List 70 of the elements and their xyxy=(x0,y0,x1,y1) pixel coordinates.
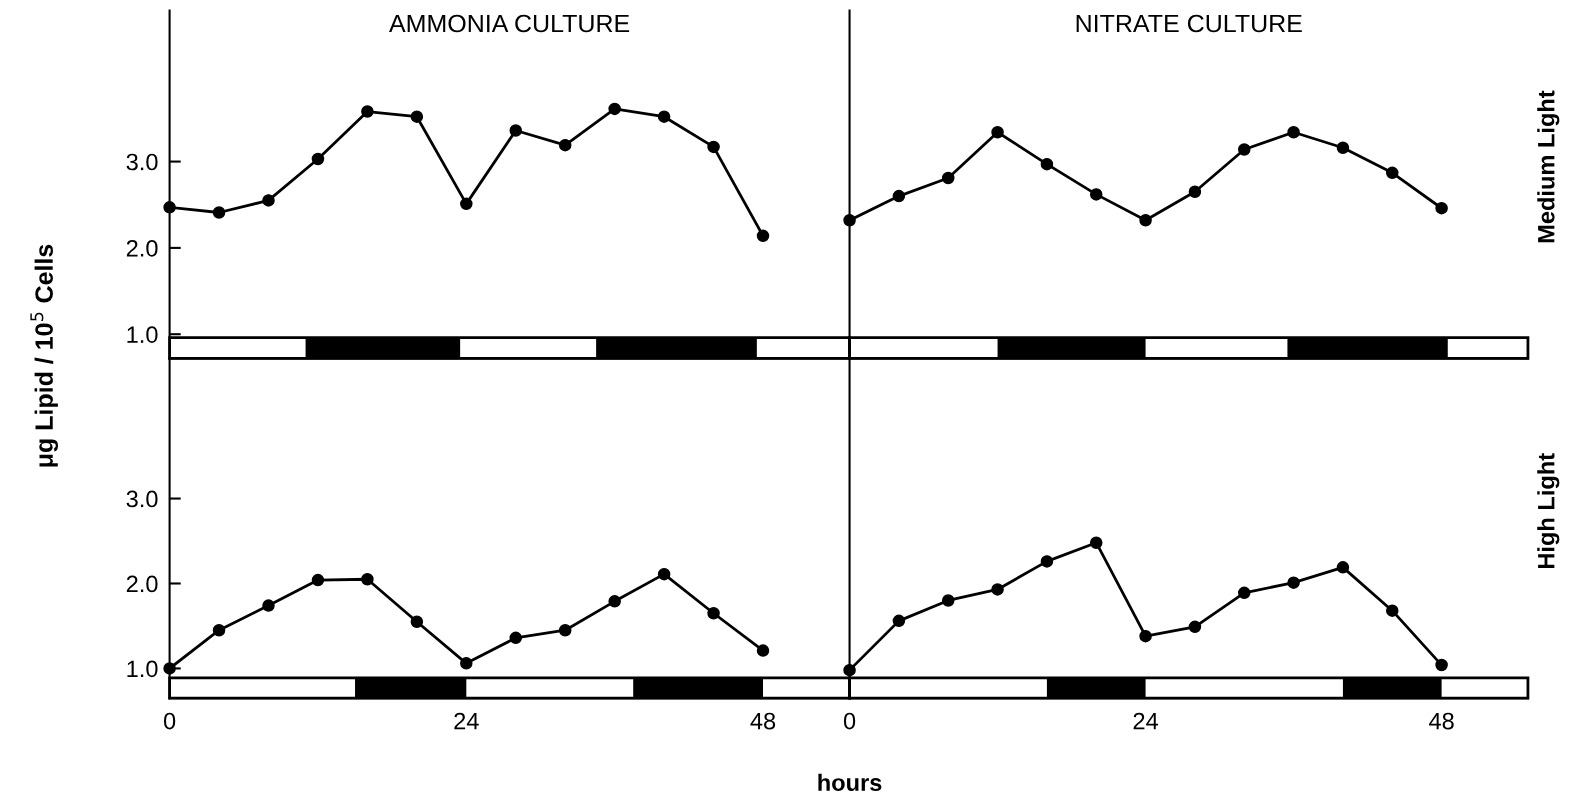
chart-title: NITRATE CULTURE xyxy=(1076,14,1302,33)
x-axis-title: hours xyxy=(818,773,882,792)
x-tick-label: 0 xyxy=(843,712,856,730)
point xyxy=(558,138,572,152)
point xyxy=(163,201,176,214)
point xyxy=(1188,185,1202,199)
point xyxy=(460,197,473,211)
point xyxy=(1238,143,1251,156)
point xyxy=(1386,604,1399,617)
point xyxy=(707,140,720,154)
point xyxy=(608,102,621,116)
point xyxy=(1188,620,1202,634)
point xyxy=(843,663,856,677)
point xyxy=(1336,141,1350,155)
point xyxy=(657,567,671,581)
point xyxy=(1386,166,1399,180)
point xyxy=(1287,125,1300,139)
point xyxy=(509,631,523,645)
point xyxy=(1435,201,1448,215)
point xyxy=(558,623,572,637)
point xyxy=(311,573,325,587)
point xyxy=(941,594,955,607)
point xyxy=(756,644,770,657)
point xyxy=(163,662,176,675)
y-tick-label: 3.0 xyxy=(126,153,158,171)
point xyxy=(1139,214,1152,227)
chart-title: AMMONIA CULTURE xyxy=(389,14,630,33)
point xyxy=(1238,586,1251,600)
point xyxy=(262,194,275,207)
point xyxy=(707,606,720,620)
point xyxy=(311,152,325,166)
point xyxy=(657,110,671,123)
x-tick-label: 0 xyxy=(163,712,176,730)
point xyxy=(212,206,226,219)
point xyxy=(509,124,523,137)
y2-axis-title: High Light xyxy=(1537,453,1560,569)
y-tick-label: 1.0 xyxy=(127,326,158,344)
y-tick-label: 2.0 xyxy=(126,575,158,593)
point xyxy=(212,623,226,637)
point xyxy=(892,189,906,203)
point xyxy=(1435,658,1448,672)
point xyxy=(1089,188,1103,201)
x-tick-label: 48 xyxy=(1429,712,1454,730)
x-tick-label: 24 xyxy=(454,712,479,730)
point xyxy=(1089,536,1103,549)
point xyxy=(410,615,424,628)
y-tick-label: 1.0 xyxy=(127,660,158,678)
point xyxy=(361,572,374,586)
point xyxy=(991,125,1004,139)
point xyxy=(262,599,275,612)
point xyxy=(1139,629,1152,643)
point xyxy=(991,583,1004,596)
point xyxy=(1336,561,1350,574)
point xyxy=(843,214,856,227)
point xyxy=(1040,157,1054,171)
point xyxy=(361,105,374,118)
y-tick-label: 2.0 xyxy=(126,239,158,257)
point xyxy=(1287,576,1300,589)
point xyxy=(941,171,955,185)
x-tick-label: 24 xyxy=(1133,712,1159,730)
point xyxy=(892,614,906,628)
point xyxy=(608,595,621,608)
y-tick-label: 3.0 xyxy=(126,490,158,508)
point xyxy=(756,229,770,243)
y2-axis-title: Medium Light xyxy=(1537,90,1560,243)
point xyxy=(410,110,424,123)
x-tick-label: 48 xyxy=(750,712,776,730)
y-axis-title: μg Lipid / 10$^{5}$ Cells xyxy=(30,244,59,467)
point xyxy=(1040,555,1054,568)
point xyxy=(460,657,473,670)
